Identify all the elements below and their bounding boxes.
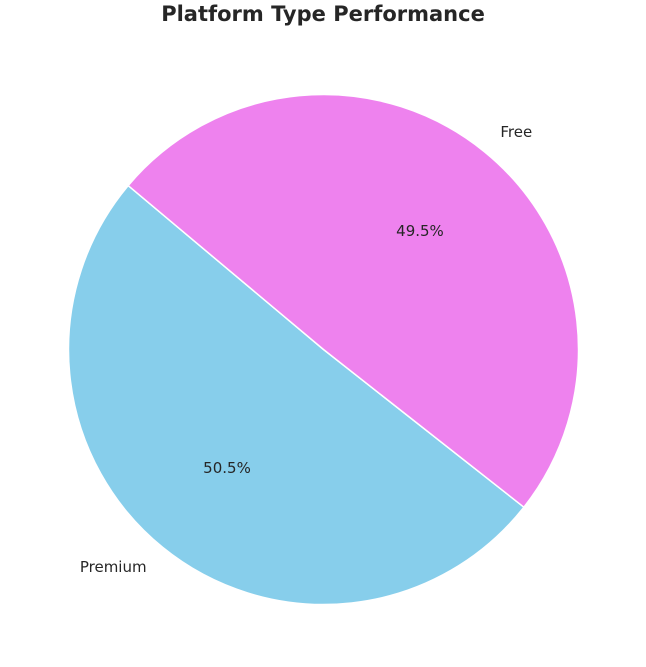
slice-label-premium: Premium (80, 558, 147, 576)
pie-labels: Premium 50.5% Free 49.5% (80, 123, 532, 576)
pie-slices (67, 93, 580, 606)
chart-title: Platform Type Performance (161, 2, 485, 26)
slice-percent-free: 49.5% (396, 222, 444, 240)
slice-percent-premium: 50.5% (203, 459, 251, 477)
pie-slice-premium (67, 184, 525, 606)
slice-label-free: Free (500, 123, 532, 141)
pie-slice-free (127, 93, 580, 508)
